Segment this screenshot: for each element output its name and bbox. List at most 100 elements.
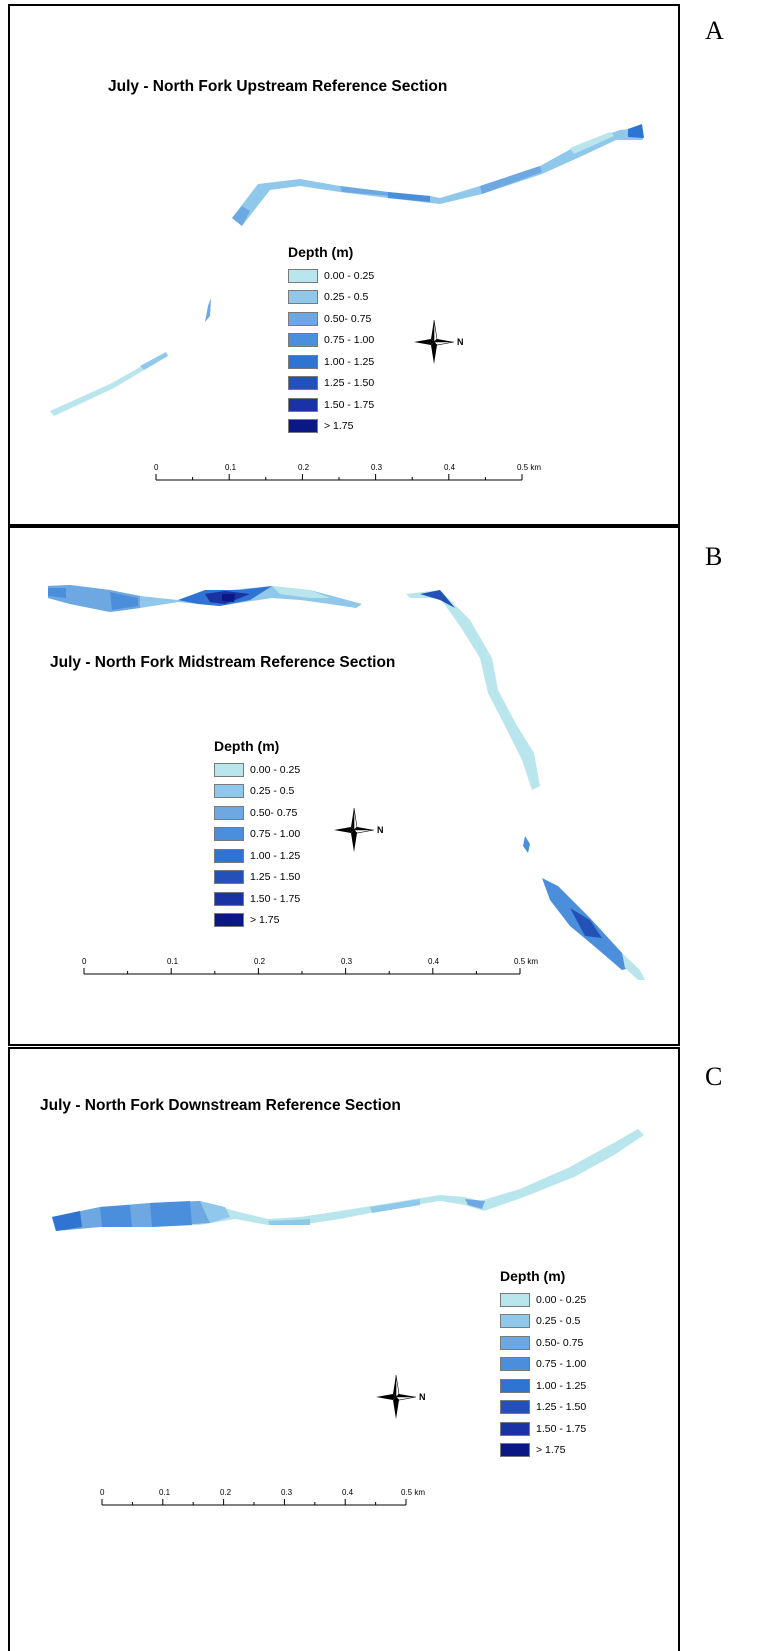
legend-swatch <box>500 1292 530 1307</box>
scale-tick-label: 0.5 km <box>401 1488 425 1497</box>
legend-swatch <box>500 1314 530 1329</box>
scale-tick-label: 0.4 <box>428 957 440 966</box>
legend-item: 0.25 - 0.5 <box>500 1311 586 1333</box>
legend-item: 0.50- 0.75 <box>500 1332 586 1354</box>
scale-tick-label: 0 <box>100 1488 105 1497</box>
legend-label: 1.25 - 1.50 <box>250 871 301 884</box>
legend-label: 0.50- 0.75 <box>324 312 372 325</box>
legend-swatch <box>214 784 244 799</box>
panel-letter: C <box>705 1062 723 1091</box>
scale-tick-label: 0.4 <box>444 463 456 472</box>
legend-swatch <box>288 290 318 305</box>
legend-item: 1.25 - 1.50 <box>500 1397 586 1419</box>
legend-item: 1.25 - 1.50 <box>214 867 300 889</box>
legend-swatch <box>288 268 318 283</box>
legend-item: 0.50- 0.75 <box>288 308 374 330</box>
legend-swatch <box>214 891 244 906</box>
legend-label: 0.75 - 1.00 <box>324 334 375 347</box>
scale-tick-label: 0.2 <box>298 463 310 472</box>
legend-item: 1.50 - 1.75 <box>288 394 374 416</box>
legend-swatch <box>288 333 318 348</box>
legend-item: 0.75 - 1.00 <box>500 1354 586 1376</box>
north-label: N <box>377 825 384 835</box>
legend-item: > 1.75 <box>214 910 300 932</box>
legend-item: 1.50 - 1.75 <box>500 1418 586 1440</box>
scale-tick-label: 0.3 <box>371 463 383 472</box>
river-channel-upstream <box>50 124 644 416</box>
river-channel-downstream <box>52 1129 644 1231</box>
scale-tick-label: 0.4 <box>342 1488 354 1497</box>
north-arrow-icon <box>334 807 375 852</box>
legend-label: 1.50 - 1.75 <box>324 398 375 411</box>
legend-swatch <box>214 848 244 863</box>
legend-label: > 1.75 <box>536 1444 566 1457</box>
legend-label: 1.00 - 1.25 <box>536 1379 587 1392</box>
north-arrow-icon <box>414 319 455 364</box>
map-title: July - North Fork Upstream Reference Sec… <box>108 78 448 95</box>
scale-tick-label: 0.5 km <box>514 957 538 966</box>
legend-item: 0.00 - 0.25 <box>214 759 300 781</box>
legend-item: > 1.75 <box>288 416 374 438</box>
legend-swatch <box>500 1400 530 1415</box>
legend-swatch <box>288 419 318 434</box>
legend-label: 0.25 - 0.5 <box>536 1315 581 1328</box>
legend-swatch <box>214 870 244 885</box>
legend-label: 1.00 - 1.25 <box>250 849 301 862</box>
legend-swatch <box>214 827 244 842</box>
legend-label: 0.25 - 0.5 <box>324 291 369 304</box>
legend-label: 1.00 - 1.25 <box>324 355 375 368</box>
legend-label: 1.25 - 1.50 <box>536 1401 587 1414</box>
panel-letter: A <box>705 16 724 45</box>
legend-title: Depth (m) <box>500 1268 566 1284</box>
depth-legend: Depth (m) 0.00 - 0.25 0.25 - 0.5 0.50- 0… <box>214 738 300 931</box>
river-map-midstream: N 0 0.1 0.2 0.3 0.4 0.5 km <box>48 585 645 980</box>
legend-label: 0.00 - 0.25 <box>536 1293 587 1306</box>
legend-swatch <box>288 376 318 391</box>
scale-bar: 0 0.1 0.2 0.3 0.4 0.5 km <box>154 463 541 481</box>
map-panel-upstream: N 0 0.1 0.2 0.3 0.4 0.5 km July - North … <box>8 4 680 526</box>
legend-label: 0.75 - 1.00 <box>250 828 301 841</box>
legend-label: 0.00 - 0.25 <box>324 269 375 282</box>
scale-tick-label: 0.5 km <box>517 463 541 472</box>
legend-swatch <box>500 1335 530 1350</box>
legend-label: > 1.75 <box>250 914 280 927</box>
legend-label: 0.00 - 0.25 <box>250 763 301 776</box>
legend-label: 1.25 - 1.50 <box>324 377 375 390</box>
depth-legend: Depth (m) 0.00 - 0.25 0.25 - 0.5 0.50- 0… <box>288 244 374 437</box>
legend-item: 0.00 - 0.25 <box>288 265 374 287</box>
legend-swatch <box>500 1357 530 1372</box>
depth-legend: Depth (m) 0.00 - 0.25 0.25 - 0.5 0.50- 0… <box>500 1268 586 1461</box>
legend-swatch <box>214 913 244 928</box>
scale-bar: 0 0.1 0.2 0.3 0.4 0.5 km <box>82 957 538 975</box>
legend-swatch <box>500 1378 530 1393</box>
map-panel-downstream: N 0 0.1 0.2 0.3 0.4 0.5 km July - North … <box>8 1047 680 1651</box>
legend-item: 0.25 - 0.5 <box>288 287 374 309</box>
legend-item: > 1.75 <box>500 1440 586 1462</box>
legend-title: Depth (m) <box>214 738 280 754</box>
north-label: N <box>419 1392 426 1402</box>
legend-label: 0.50- 0.75 <box>250 806 298 819</box>
legend-swatch <box>214 805 244 820</box>
scale-tick-label: 0.1 <box>167 957 179 966</box>
legend-item: 0.00 - 0.25 <box>500 1289 586 1311</box>
scale-tick-label: 0.2 <box>254 957 266 966</box>
river-map-upstream: N 0 0.1 0.2 0.3 0.4 0.5 km <box>50 124 644 481</box>
legend-item: 0.50- 0.75 <box>214 802 300 824</box>
legend-label: 1.50 - 1.75 <box>250 892 301 905</box>
legend-item: 0.75 - 1.00 <box>288 330 374 352</box>
legend-item: 0.25 - 0.5 <box>214 781 300 803</box>
legend-swatch <box>500 1421 530 1436</box>
legend-swatch <box>288 397 318 412</box>
legend-label: 0.75 - 1.00 <box>536 1358 587 1371</box>
scale-tick-label: 0.3 <box>341 957 353 966</box>
legend-swatch <box>288 311 318 326</box>
scale-tick-label: 0.1 <box>159 1488 171 1497</box>
legend-item: 1.00 - 1.25 <box>214 845 300 867</box>
legend-label: 1.50 - 1.75 <box>536 1422 587 1435</box>
map-panel-midstream: N 0 0.1 0.2 0.3 0.4 0.5 km July - North … <box>8 526 680 1046</box>
map-title: July - North Fork Downstream Reference S… <box>40 1097 401 1114</box>
panel-letter: B <box>705 542 723 571</box>
legend-label: > 1.75 <box>324 420 354 433</box>
legend-item: 1.00 - 1.25 <box>500 1375 586 1397</box>
scale-tick-label: 0.1 <box>225 463 237 472</box>
